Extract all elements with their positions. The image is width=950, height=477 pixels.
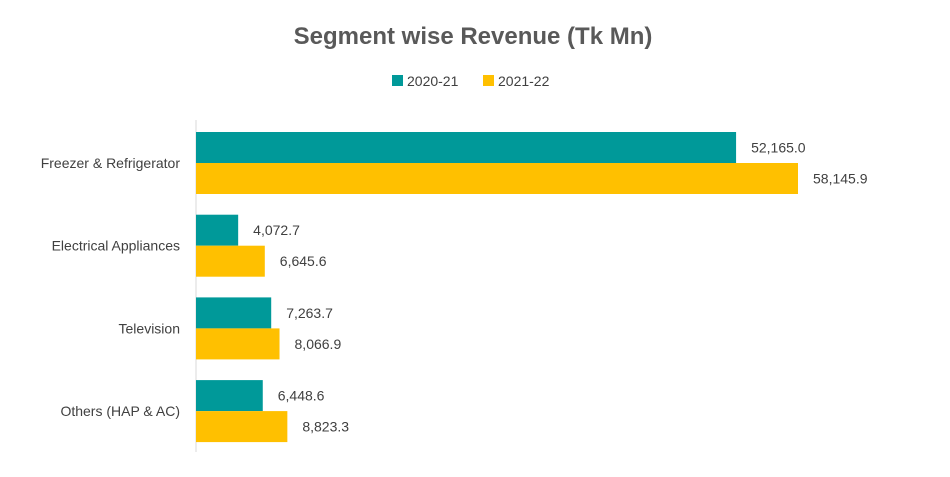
category-label-television: Television xyxy=(119,320,180,336)
bars-group xyxy=(196,132,798,443)
legend-label-2020-21: 2020-21 xyxy=(407,73,459,89)
bar-freezer-refrigerator-2020-21 xyxy=(196,132,737,163)
bar-electrical-appliances-2021-22 xyxy=(196,245,265,277)
data-label-freezer-refrigerator-2020-21: 52,165.0 xyxy=(751,140,806,156)
category-label-others-hap-ac: Others (HAP & AC) xyxy=(60,403,180,419)
data-label-freezer-refrigerator-2021-22: 58,145.9 xyxy=(813,171,868,187)
bar-television-2020-21 xyxy=(196,297,272,329)
legend-swatch-2021-22 xyxy=(483,75,494,86)
chart-title: Segment wise Revenue (Tk Mn) xyxy=(294,23,653,50)
bar-television-2021-22 xyxy=(196,328,280,360)
data-label-electrical-appliances-2021-22: 6,645.6 xyxy=(280,253,327,269)
data-label-others-hap-ac-2021-22: 8,823.3 xyxy=(302,419,349,435)
data-label-television-2021-22: 8,066.9 xyxy=(295,336,342,352)
legend: 2020-21 2021-22 xyxy=(392,73,550,89)
category-label-electrical-appliances: Electrical Appliances xyxy=(52,238,180,254)
category-labels: Freezer & Refrigerator Electrical Applian… xyxy=(41,155,181,419)
category-label-freezer-refrigerator: Freezer & Refrigerator xyxy=(41,155,181,171)
legend-swatch-2020-21 xyxy=(392,75,403,86)
data-label-television-2020-21: 7,263.7 xyxy=(286,305,333,321)
bar-freezer-refrigerator-2021-22 xyxy=(196,163,798,194)
data-label-electrical-appliances-2020-21: 4,072.7 xyxy=(253,222,300,238)
bar-others-hap-ac-2020-21 xyxy=(196,380,263,412)
legend-label-2021-22: 2021-22 xyxy=(498,73,550,89)
data-labels: 52,165.0 58,145.9 4,072.7 6,645.6 7,263.7 8,0… xyxy=(253,140,868,435)
bar-others-hap-ac-2021-22 xyxy=(196,411,288,443)
bar-electrical-appliances-2020-21 xyxy=(196,214,239,246)
data-label-others-hap-ac-2020-21: 6,448.6 xyxy=(278,388,325,404)
